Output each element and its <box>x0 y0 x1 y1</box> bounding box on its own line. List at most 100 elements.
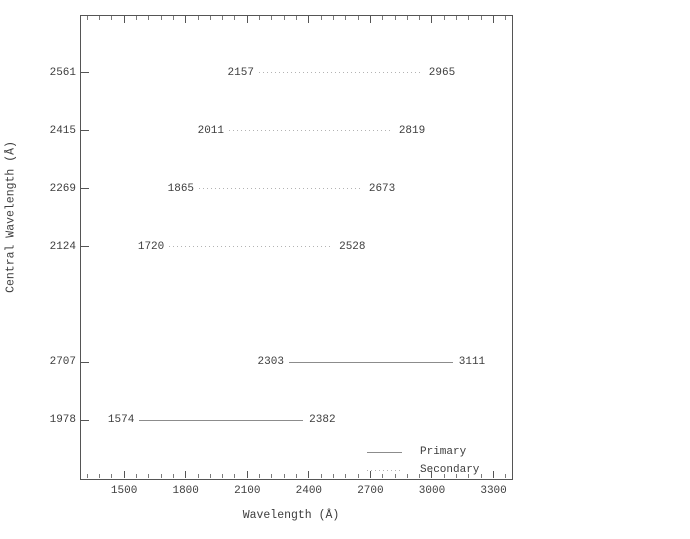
x-minor-tick <box>382 474 384 478</box>
x-minor-tick <box>382 16 384 20</box>
x-minor-tick <box>468 474 470 478</box>
x-major-tick <box>123 16 125 23</box>
x-major-tick <box>308 16 310 23</box>
x-minor-tick <box>222 474 224 478</box>
x-minor-tick <box>357 16 359 20</box>
x-minor-tick <box>135 16 137 20</box>
x-major-tick <box>123 471 125 478</box>
segment-start-label: 2157 <box>227 66 254 79</box>
series-segment <box>288 361 453 363</box>
x-minor-tick <box>296 474 298 478</box>
x-minor-tick <box>456 474 458 478</box>
x-major-tick <box>431 16 433 23</box>
x-minor-tick <box>160 16 162 20</box>
segment-end-label: 2819 <box>398 124 426 137</box>
x-tick-label: 2100 <box>234 485 261 497</box>
x-minor-tick <box>443 474 445 478</box>
x-major-tick <box>246 471 248 478</box>
segment-start-label: 1574 <box>107 414 135 427</box>
y-row-tick <box>81 361 89 363</box>
x-minor-tick <box>98 16 100 20</box>
legend-item-secondary: Secondary <box>367 461 479 479</box>
x-minor-tick <box>172 474 174 478</box>
y-row-label: 2124 <box>49 240 76 253</box>
y-row-label: 2269 <box>49 182 76 195</box>
x-minor-tick <box>357 474 359 478</box>
legend-label-primary: Primary <box>420 446 467 458</box>
x-minor-tick <box>259 16 261 20</box>
series-segment <box>199 188 363 190</box>
series-segment <box>169 246 334 247</box>
series-segment <box>258 72 423 74</box>
x-minor-tick <box>505 474 507 478</box>
x-minor-tick <box>111 16 113 20</box>
x-major-tick <box>308 471 310 478</box>
x-minor-tick <box>98 474 100 478</box>
x-minor-tick <box>480 474 482 478</box>
segment-end-label: 2528 <box>339 240 366 253</box>
segment-end-label: 2673 <box>368 182 396 195</box>
x-minor-tick <box>480 16 482 20</box>
x-major-tick <box>185 471 187 478</box>
x-minor-tick <box>468 16 470 20</box>
y-row-tick <box>81 72 89 74</box>
segment-end-label: 3111 <box>458 356 486 369</box>
x-minor-tick <box>394 474 396 478</box>
y-row-tick <box>81 419 89 421</box>
legend: Primary Secondary <box>367 443 479 479</box>
x-minor-tick <box>345 474 347 478</box>
x-tick-label: 2700 <box>357 485 384 497</box>
y-row-tick <box>81 246 89 247</box>
x-minor-tick <box>419 474 421 478</box>
x-minor-tick <box>505 16 507 20</box>
x-minor-tick <box>172 16 174 20</box>
x-minor-tick <box>209 474 211 478</box>
x-minor-tick <box>234 16 236 20</box>
segment-start-label: 2011 <box>197 124 224 137</box>
x-minor-tick <box>86 474 88 478</box>
y-row-tick <box>81 188 89 190</box>
x-tick-label: 1500 <box>110 485 138 497</box>
x-minor-tick <box>160 474 162 478</box>
x-major-tick <box>246 16 248 23</box>
secondary-line-sample <box>367 469 402 471</box>
x-minor-tick <box>419 16 421 20</box>
y-row-label: 2561 <box>49 66 76 79</box>
y-row-tick <box>81 130 89 132</box>
x-minor-tick <box>406 474 408 478</box>
x-minor-tick <box>456 16 458 20</box>
x-minor-tick <box>296 16 298 20</box>
segment-start-label: 1865 <box>167 182 195 195</box>
series-segment <box>139 419 304 421</box>
x-axis-title: Wavelength (Å) <box>242 509 340 522</box>
x-minor-tick <box>209 16 211 20</box>
legend-item-primary: Primary <box>367 443 479 461</box>
segment-start-label: 2303 <box>257 356 284 369</box>
x-minor-tick <box>222 16 224 20</box>
plot-area <box>80 15 513 480</box>
x-tick-label: 3300 <box>480 485 507 497</box>
y-row-label: 2415 <box>49 124 76 137</box>
x-minor-tick <box>345 16 347 20</box>
x-tick-label: 2400 <box>295 485 323 497</box>
x-minor-tick <box>148 474 150 478</box>
x-minor-tick <box>197 474 199 478</box>
x-minor-tick <box>406 16 408 20</box>
x-minor-tick <box>443 16 445 20</box>
x-minor-tick <box>320 474 322 478</box>
x-tick-label: 3000 <box>418 485 446 497</box>
x-minor-tick <box>271 16 273 20</box>
x-minor-tick <box>259 474 261 478</box>
x-minor-tick <box>332 16 334 20</box>
segment-end-label: 2382 <box>309 414 336 427</box>
x-minor-tick <box>234 474 236 478</box>
x-minor-tick <box>86 16 88 20</box>
primary-line-sample <box>367 451 402 453</box>
segment-end-label: 2965 <box>428 66 456 79</box>
x-minor-tick <box>394 16 396 20</box>
y-row-label: 1978 <box>49 414 76 427</box>
x-minor-tick <box>111 474 113 478</box>
x-minor-tick <box>148 16 150 20</box>
x-minor-tick <box>320 16 322 20</box>
